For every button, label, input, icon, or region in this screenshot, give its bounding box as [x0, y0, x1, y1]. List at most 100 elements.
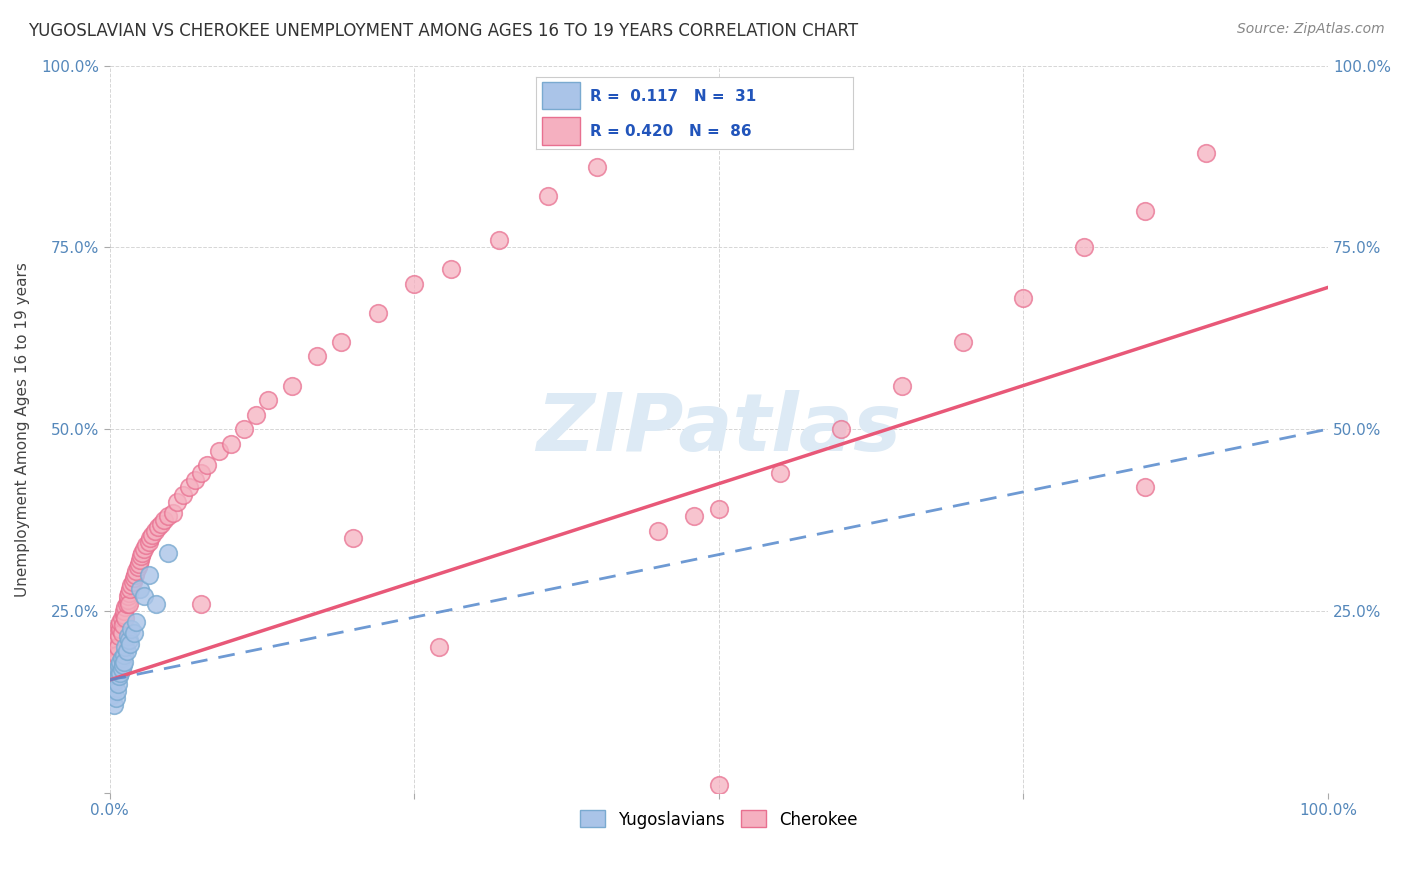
Point [110, 665, 132, 680]
Point [139, 531, 162, 545]
Point [105, 684, 128, 698]
Point [122, 571, 145, 585]
Point [427, 640, 450, 655]
Point [141, 527, 163, 541]
Point [208, 444, 231, 458]
Point [108, 618, 131, 632]
Point [103, 662, 125, 676]
Point [305, 350, 328, 364]
Text: ZIPatlas: ZIPatlas [536, 390, 901, 468]
Point [118, 597, 141, 611]
Point [107, 625, 129, 640]
Point [148, 520, 170, 534]
Point [1012, 291, 1035, 305]
Point [110, 622, 132, 636]
Point [120, 582, 142, 596]
Point [104, 673, 127, 687]
Point [114, 600, 136, 615]
Point [104, 691, 127, 706]
Point [118, 632, 141, 647]
Point [111, 618, 134, 632]
Y-axis label: Unemployment Among Ages 16 to 19 years: Unemployment Among Ages 16 to 19 years [15, 261, 30, 597]
Point [166, 495, 188, 509]
Point [111, 658, 134, 673]
Point [121, 622, 143, 636]
Point [115, 597, 138, 611]
Point [135, 538, 157, 552]
Point [108, 629, 131, 643]
Point [112, 655, 135, 669]
Point [127, 560, 149, 574]
Point [195, 458, 218, 473]
Point [114, 640, 136, 655]
Point [1195, 145, 1218, 160]
Point [100, 676, 122, 690]
Point [125, 564, 148, 578]
Point [647, 524, 669, 538]
Point [281, 378, 304, 392]
Point [157, 509, 180, 524]
Point [404, 277, 426, 291]
Point [108, 658, 131, 673]
Point [537, 189, 560, 203]
Point [830, 422, 852, 436]
Text: Source: ZipAtlas.com: Source: ZipAtlas.com [1237, 22, 1385, 37]
Point [111, 651, 134, 665]
Point [190, 597, 212, 611]
Point [112, 604, 135, 618]
Point [117, 593, 139, 607]
Point [184, 473, 207, 487]
Point [232, 422, 254, 436]
Point [707, 502, 730, 516]
Point [1135, 480, 1157, 494]
Point [1073, 240, 1095, 254]
Point [143, 524, 166, 538]
Point [129, 549, 152, 564]
Point [769, 466, 792, 480]
Point [103, 684, 125, 698]
Point [952, 334, 974, 349]
Point [103, 655, 125, 669]
Point [342, 531, 364, 545]
Point [118, 585, 141, 599]
Text: YUGOSLAVIAN VS CHEROKEE UNEMPLOYMENT AMONG AGES 16 TO 19 YEARS CORRELATION CHART: YUGOSLAVIAN VS CHEROKEE UNEMPLOYMENT AMO… [28, 22, 858, 40]
Point [110, 655, 132, 669]
Point [107, 676, 129, 690]
Point [105, 632, 128, 647]
Point [145, 597, 167, 611]
Point [124, 567, 146, 582]
Point [105, 648, 128, 662]
Point [367, 306, 389, 320]
Point [101, 662, 124, 676]
Point [115, 644, 138, 658]
Point [111, 611, 134, 625]
Point [104, 640, 127, 655]
Point [105, 669, 128, 683]
Point [120, 637, 142, 651]
Point [138, 567, 160, 582]
Point [257, 392, 280, 407]
Point [111, 625, 134, 640]
Point [153, 513, 176, 527]
Legend: Yugoslavians, Cherokee: Yugoslavians, Cherokee [572, 804, 865, 835]
Point [221, 436, 243, 450]
Point [586, 161, 609, 175]
Point [129, 582, 152, 596]
Point [114, 611, 136, 625]
Point [125, 615, 148, 629]
Point [132, 590, 155, 604]
Point [245, 408, 267, 422]
Point [112, 648, 135, 662]
Point [110, 615, 132, 629]
Point [112, 607, 135, 622]
Point [103, 698, 125, 713]
Point [122, 625, 145, 640]
Point [172, 487, 194, 501]
Point [117, 629, 139, 643]
Point [177, 480, 200, 494]
Point [440, 262, 463, 277]
Point [157, 546, 180, 560]
Point [121, 578, 143, 592]
Point [131, 546, 153, 560]
Point [138, 534, 160, 549]
